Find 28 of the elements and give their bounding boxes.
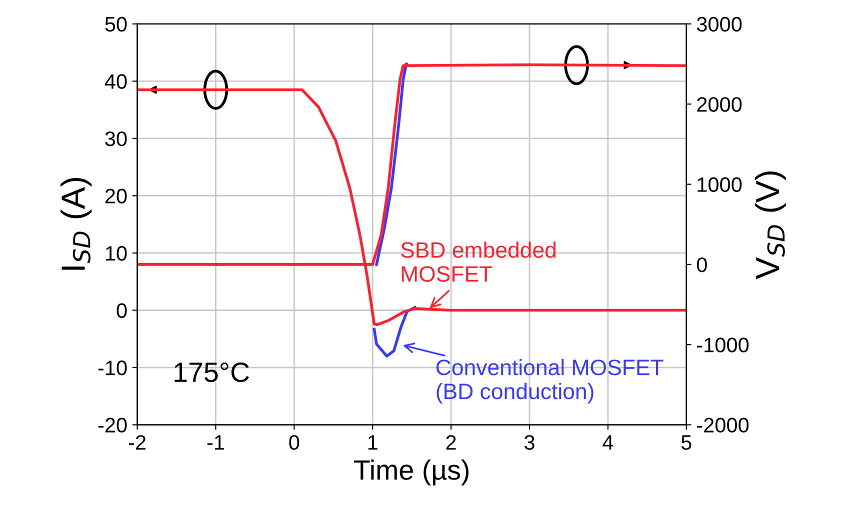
x-tick-label: -2 [128,435,146,450]
x-tick-label: 4 [602,435,614,450]
y2-tick-label: 0 [696,257,707,272]
x-tick-label: 3 [524,435,534,450]
y-tick-label: 20 [105,188,127,204]
x-tick-label: 0 [289,435,300,450]
x-tick-label: -1 [207,435,224,450]
y-axis-title: I$_{SD}$ (A) [60,178,92,270]
annotation: 175°C [174,362,250,382]
y-tick-label: 40 [104,74,127,89]
y2-tick-label: 1000 [698,177,742,192]
annotation: Conventional MOSFET (BD conduction) [436,358,664,404]
y2-tick-label: 3000 [696,16,742,32]
y-tick-label: -10 [98,360,127,376]
y2-tick-label: -2000 [697,418,749,433]
y-tick-label: 10 [106,246,127,261]
annotation: SBD embedded MOSFET [401,242,556,282]
x-tick-label: 2 [446,435,456,450]
y2-axis-title: V$_{SD}$ (V) [754,171,786,280]
x-axis-title: Time (µs) [354,460,469,486]
y2-tick-label: 2000 [697,97,742,112]
y-tick-label: -20 [98,418,127,433]
y-tick-label: 50 [105,16,127,32]
x-tick-label: 1 [368,435,378,450]
y2-tick-label: -1000 [697,338,749,352]
y-tick-label: 0 [116,303,127,318]
y-tick-label: 30 [105,131,127,146]
x-tick-label: 5 [681,435,692,450]
